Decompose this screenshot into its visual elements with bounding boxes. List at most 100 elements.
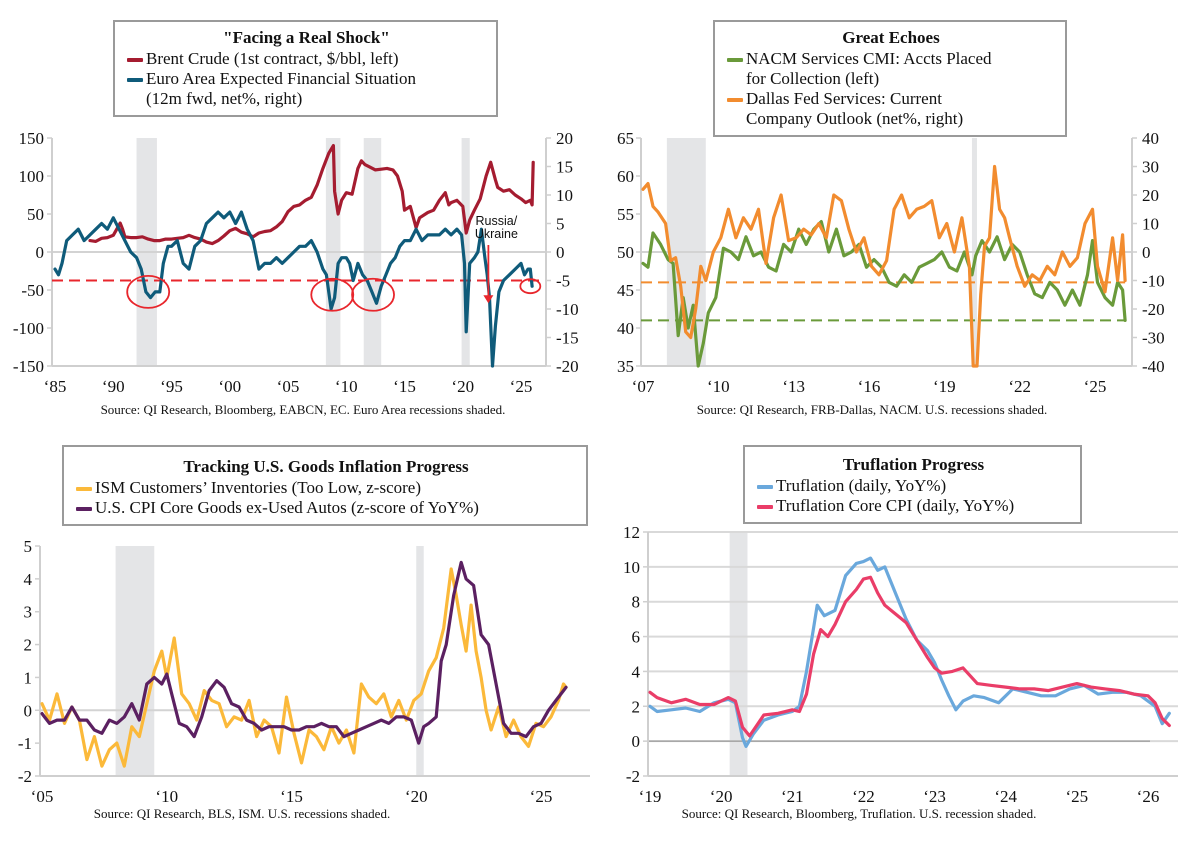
y-tick-label-right: -40 (1142, 357, 1165, 376)
chart-title: Great Echoes (842, 28, 940, 47)
y-tick-label-right: -20 (556, 357, 579, 376)
y-tick-label-left: 60 (617, 167, 634, 186)
x-tick-label: ‘24 (994, 787, 1017, 806)
legend-label: ISM Customers’ Inventories (Too Low, z-s… (95, 478, 421, 497)
x-tick-label: ‘16 (858, 377, 881, 396)
chart-c1: 150100500-50-100-15020151050-5-10-15-20‘… (13, 129, 579, 417)
y-tick-label-left: 50 (617, 243, 634, 262)
series-line-truflation-core-cpi (648, 575, 1171, 738)
chart-c4: 12 10 8 6 4 2 0 -2‘19 ‘20 ‘21 ‘22 ‘23 ‘24 ‘25 ‘26 Sourc… (623, 523, 1178, 821)
y-tick-label-left: -2 (18, 767, 32, 786)
series-line-brent-crude (88, 144, 535, 246)
legend-item-nacm: NACM Services CMI: Accts Placed for Colle… (727, 49, 1055, 89)
chart-title: "Facing a Real Shock" (223, 28, 390, 47)
series-line-u-s-cpi-core-goods-ex-used-autos (40, 560, 568, 745)
x-tick-label: ‘05 (277, 377, 300, 396)
y-tick-label-left: 2 (24, 636, 33, 655)
y-tick-label-left: -2 (626, 767, 640, 786)
highlight-circle (519, 278, 542, 295)
legend-item-euro-area: Euro Area Expected Financial Situation (1… (127, 69, 486, 109)
y-tick-label-left: 6 (632, 628, 641, 647)
x-tick-label: ‘22 (1008, 377, 1031, 396)
legend-swatch-cpi-core-goods (76, 507, 92, 511)
y-tick-label-right: -5 (556, 272, 570, 291)
legend-swatch-euro-area (127, 78, 143, 82)
x-tick-label: ‘00 (218, 377, 241, 396)
source-note: Source: QI Research, Bloomberg, Truflati… (682, 806, 1037, 821)
x-tick-label: ‘15 (280, 787, 303, 806)
y-tick-label-left: -1 (18, 734, 32, 753)
y-tick-label-right: 0 (1142, 243, 1151, 262)
legend-label: Brent Crude (1st contract, $/bbl, left) (146, 49, 399, 68)
y-tick-label-left: 45 (617, 281, 634, 300)
y-tick-label-left: 55 (617, 205, 634, 224)
y-tick-label-right: -15 (556, 329, 579, 348)
y-tick-label-left: 12 (623, 523, 640, 542)
x-tick-label: ‘22 (852, 787, 875, 806)
legend-label: Dallas Fed Services: Current Company Outl… (746, 89, 964, 128)
x-tick-label: ‘25 (1084, 377, 1107, 396)
y-tick-label-left: 4 (24, 570, 33, 589)
series-line-dallas-fed-services-current-company-outlook (641, 164, 1127, 368)
y-tick-label-right: 20 (1142, 186, 1159, 205)
y-tick-label-left: -50 (21, 281, 44, 300)
legend-label: U.S. CPI Core Goods ex-Used Autos (z-sco… (95, 498, 479, 517)
highlight-circle (351, 277, 395, 312)
series-line-euro-area-expected-financial-situation (53, 210, 534, 368)
y-tick-label-right: -10 (556, 300, 579, 319)
annotation-russia-ukraine: Russia/ (476, 214, 518, 228)
legend-item-truflation-core: Truflation Core CPI (daily, YoY%) (757, 496, 1070, 516)
legend-swatch-dallas-fed (727, 98, 743, 102)
legend-item-ism: ISM Customers’ Inventories (Too Low, z-s… (76, 478, 576, 498)
x-tick-label: ‘26 (1137, 787, 1160, 806)
chart-c2: 65 60 55 50 45 40 35 40 30 20 10 0 -10 -20 -30 -40 ‘07 ‘1… (617, 129, 1165, 417)
y-tick-label-right: 10 (556, 186, 573, 205)
annotation-russia-ukraine: Ukraine (475, 227, 518, 241)
legend-goods-inflation: Tracking U.S. Goods Inflation Progress I… (62, 445, 588, 526)
y-tick-label-right: -30 (1142, 329, 1165, 348)
x-tick-label: ‘10 (155, 787, 178, 806)
highlight-circle (310, 277, 355, 312)
x-tick-label: ‘23 (923, 787, 946, 806)
series-line-ism-customers-inventories-too-low- (40, 567, 568, 768)
y-tick-label-left: 0 (24, 701, 33, 720)
legend-item-cpi-core-goods: U.S. CPI Core Goods ex-Used Autos (z-sco… (76, 498, 576, 518)
y-tick-label-left: 8 (632, 593, 641, 612)
chart-title: Truflation Progress (842, 455, 985, 474)
legend-great-echoes: Great Echoes NACM Services CMI: Accts Pl… (713, 20, 1067, 137)
recession-shade (729, 532, 748, 776)
x-tick-label: ‘20 (451, 377, 474, 396)
y-tick-label-right: 20 (556, 129, 573, 148)
x-tick-label: ‘19 (933, 377, 956, 396)
y-tick-label-left: 35 (617, 357, 634, 376)
legend-label: Truflation Core CPI (daily, YoY%) (776, 496, 1015, 515)
y-tick-label-left: 50 (27, 205, 44, 224)
legend-label: Truflation (daily, YoY%) (776, 476, 947, 495)
legend-swatch-nacm (727, 58, 743, 62)
y-tick-label-left: 2 (632, 697, 641, 716)
y-tick-label-right: -10 (1142, 272, 1165, 291)
x-tick-label: ‘19 (639, 787, 662, 806)
x-tick-label: ‘20 (405, 787, 428, 806)
y-tick-label-left: 3 (24, 603, 33, 622)
x-tick-label: ‘10 (335, 377, 358, 396)
y-tick-label-left: -150 (13, 357, 44, 376)
y-tick-label-left: 5 (24, 537, 33, 556)
y-tick-label-right: 5 (556, 215, 565, 234)
y-tick-label-left: -100 (13, 319, 44, 338)
x-tick-label: ‘07 (632, 377, 655, 396)
y-tick-label-right: 0 (556, 243, 565, 262)
y-tick-label-left: 150 (19, 129, 45, 148)
legend-swatch-truflation (757, 485, 773, 489)
annotation-arrow-head (483, 295, 494, 304)
x-tick-label: ‘20 (710, 787, 733, 806)
x-tick-label: ‘85 (44, 377, 67, 396)
x-tick-label: ‘25 (1066, 787, 1089, 806)
legend-label: NACM Services CMI: Accts Placed for Colle… (746, 49, 992, 88)
source-note: Source: QI Research, Bloomberg, EABCN, E… (101, 402, 506, 417)
legend-facing-a-real-shock: "Facing a Real Shock" Brent Crude (1st c… (113, 20, 498, 117)
legend-item-truflation: Truflation (daily, YoY%) (757, 476, 1070, 496)
y-tick-label-left: 10 (623, 558, 640, 577)
recession-shade (416, 546, 424, 776)
x-tick-label: ‘95 (160, 377, 183, 396)
